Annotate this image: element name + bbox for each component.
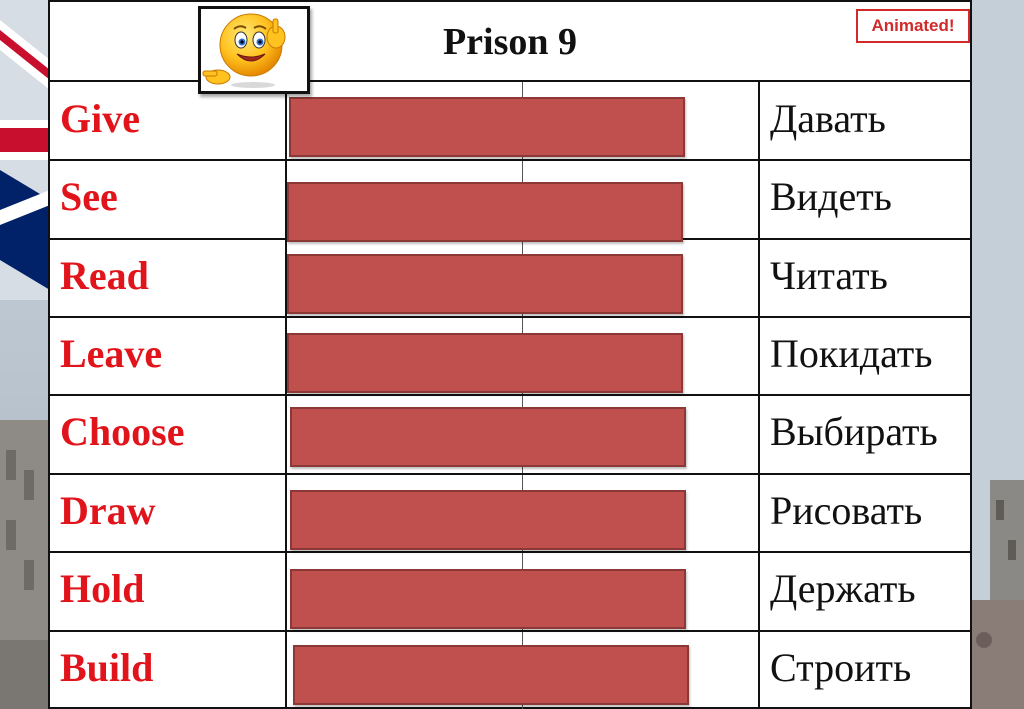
english-word: Hold — [60, 566, 145, 611]
english-word: Choose — [60, 409, 185, 454]
english-word: Draw — [60, 488, 156, 533]
background-flag-photo — [0, 0, 50, 709]
russian-translation: Рисовать — [770, 488, 923, 533]
row-divider — [50, 394, 970, 396]
table-row: Give Давать — [50, 82, 970, 161]
answer-cover-box[interactable] — [287, 254, 683, 314]
smiley-pointing-icon — [198, 6, 310, 94]
answer-cover-box[interactable] — [290, 569, 686, 629]
row-divider — [50, 630, 970, 632]
vocabulary-table: Give Давать See Видеть Read Читать Leave… — [50, 82, 970, 709]
english-word: Give — [60, 96, 140, 141]
background-city-photo — [970, 0, 1024, 709]
title-row: Prison 9 — [50, 2, 970, 82]
table-row: See Видеть — [50, 160, 970, 242]
english-word: Read — [60, 253, 149, 298]
russian-translation: Выбирать — [770, 409, 938, 454]
table-row: Build Строить — [50, 631, 970, 709]
answer-cover-box[interactable] — [290, 490, 686, 550]
row-divider — [50, 473, 970, 475]
answer-cover-box[interactable] — [293, 645, 689, 705]
russian-translation: Видеть — [770, 174, 892, 219]
answer-cover-box[interactable] — [287, 333, 683, 393]
russian-translation: Держать — [770, 566, 916, 611]
russian-translation: Читать — [770, 253, 888, 298]
russian-translation: Давать — [770, 96, 886, 141]
table-row: Draw Рисовать — [50, 474, 970, 553]
english-word: See — [60, 174, 118, 219]
russian-translation: Строить — [770, 645, 912, 690]
answer-cover-box[interactable] — [290, 407, 686, 467]
table-row: Hold Держать — [50, 552, 970, 631]
animated-badge: Animated! — [856, 9, 970, 43]
slide-title: Prison 9 — [442, 21, 578, 63]
english-word: Build — [60, 645, 154, 690]
row-divider — [50, 159, 970, 161]
row-divider — [50, 551, 970, 553]
table-row: Read Читать — [50, 239, 970, 318]
table-row: Choose Выбирать — [50, 395, 970, 474]
english-word: Leave — [60, 331, 163, 376]
row-divider — [50, 316, 970, 318]
answer-cover-box[interactable] — [289, 97, 685, 157]
answer-cover-box[interactable] — [287, 182, 683, 242]
vocabulary-slide: Prison 9 — [48, 0, 972, 709]
table-row: Leave Покидать — [50, 317, 970, 396]
russian-translation: Покидать — [770, 331, 933, 376]
